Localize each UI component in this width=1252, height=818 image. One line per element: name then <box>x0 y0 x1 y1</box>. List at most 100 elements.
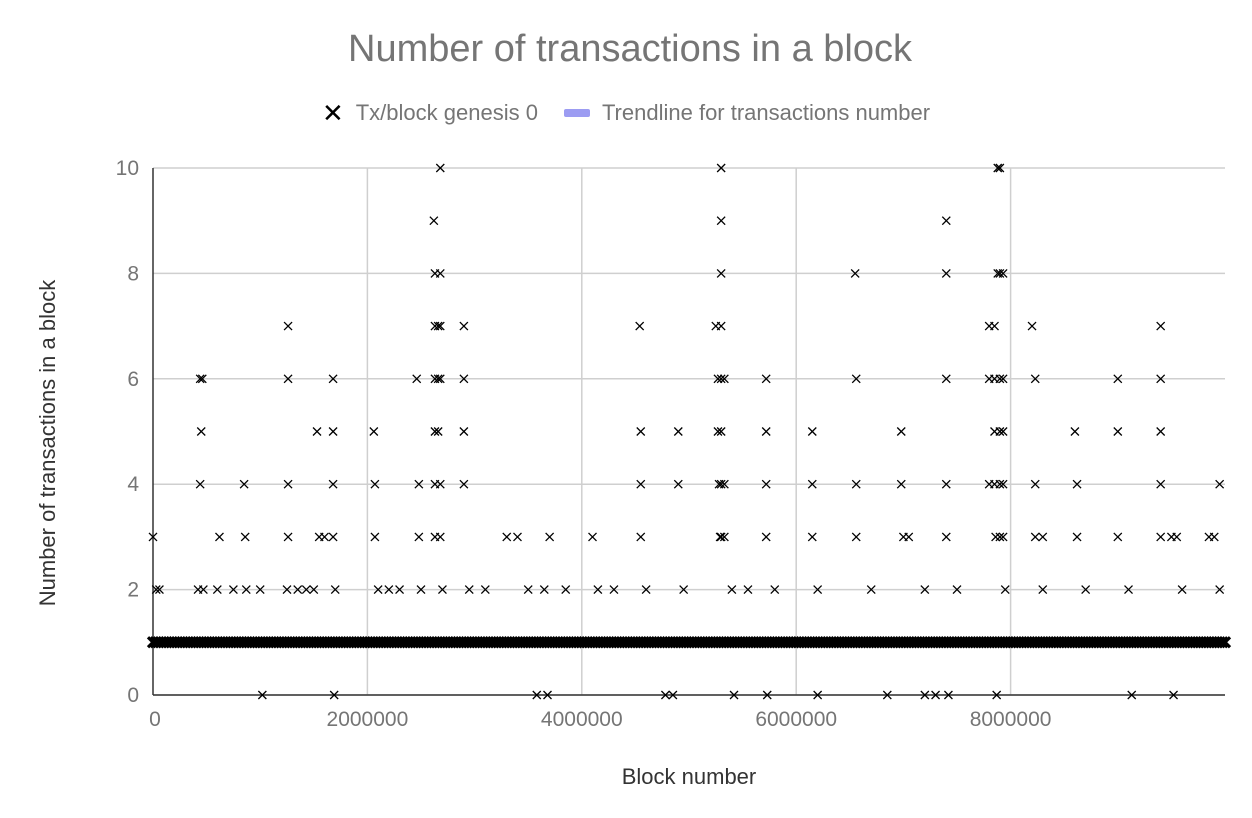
data-point <box>660 690 670 700</box>
data-point <box>228 585 238 595</box>
data-point <box>719 532 729 542</box>
data-point <box>761 479 771 489</box>
data-point <box>668 690 678 700</box>
data-point <box>807 479 817 489</box>
data-point <box>539 585 549 595</box>
data-point <box>992 690 1002 700</box>
data-point <box>195 479 205 489</box>
legend-label-trendline: Trendline for transactions number <box>601 100 931 125</box>
data-point <box>197 374 207 384</box>
data-point <box>679 585 689 595</box>
data-point <box>283 479 293 489</box>
data-point <box>716 163 726 173</box>
data-point <box>328 532 338 542</box>
x-tick-label: 6000000 <box>755 708 837 731</box>
data-point <box>309 585 319 595</box>
data-point <box>991 532 1001 542</box>
data-point <box>414 479 424 489</box>
data-point <box>283 321 293 331</box>
x-tick-label: 0 <box>149 708 161 731</box>
data-point <box>429 216 439 226</box>
data-point <box>995 374 1005 384</box>
data-point <box>1177 585 1187 595</box>
data-point <box>215 532 224 542</box>
y-tick-label: 8 <box>127 262 139 285</box>
legend-line-marker-icon <box>563 109 590 117</box>
legend-item-trendline: Trendline for transactions number <box>563 100 931 126</box>
data-point <box>716 532 726 542</box>
data-point <box>920 585 930 595</box>
data-point <box>320 532 329 542</box>
data-point <box>941 216 951 226</box>
data-point <box>952 585 962 595</box>
data-point <box>282 585 292 595</box>
data-point <box>312 427 322 436</box>
data-point <box>1030 532 1040 542</box>
data-point <box>807 427 817 436</box>
legend-item-series: ✕ Tx/block genesis 0 <box>322 100 538 126</box>
data-point <box>896 479 906 489</box>
data-point <box>896 427 906 436</box>
data-point <box>437 585 447 595</box>
data-point <box>990 321 999 331</box>
data-point <box>257 690 267 700</box>
data-point <box>851 374 861 384</box>
data-point <box>459 374 469 384</box>
data-point <box>433 321 443 331</box>
data-point <box>1218 636 1232 649</box>
legend-x-marker-icon: ✕ <box>321 98 344 128</box>
data-point <box>1081 585 1091 595</box>
data-point <box>435 374 445 384</box>
data-point <box>943 690 953 700</box>
data-point <box>761 374 771 384</box>
data-point <box>395 585 405 595</box>
data-point <box>920 690 930 700</box>
data-point <box>435 532 445 542</box>
data-point <box>1156 427 1166 436</box>
data-point <box>851 532 861 542</box>
data-point <box>433 427 443 436</box>
data-point <box>993 163 1003 173</box>
data-point <box>433 374 443 384</box>
data-point <box>635 321 645 331</box>
data-point <box>373 585 383 595</box>
data-point <box>1124 585 1133 595</box>
data-point <box>151 585 161 595</box>
data-point <box>995 427 1005 436</box>
data-point <box>941 479 951 489</box>
data-point <box>435 479 445 489</box>
data-point <box>904 532 914 542</box>
data-point <box>283 532 293 542</box>
data-point <box>1156 374 1166 384</box>
chart-legend: ✕ Tx/block genesis 0 Trendline for trans… <box>0 100 1252 126</box>
data-point <box>370 479 380 489</box>
data-point <box>882 690 892 700</box>
data-point <box>435 321 445 331</box>
data-point <box>293 585 303 595</box>
data-point <box>761 532 771 542</box>
data-point <box>716 479 726 489</box>
data-point <box>1000 585 1010 595</box>
data-point <box>1172 532 1182 542</box>
data-point <box>636 479 646 489</box>
data-point <box>807 532 817 542</box>
data-point <box>743 585 753 595</box>
data-point <box>641 585 651 595</box>
data-point <box>328 479 338 489</box>
data-point <box>998 374 1008 384</box>
data-point <box>941 374 951 384</box>
data-point <box>1038 585 1048 595</box>
data-point <box>1072 479 1082 489</box>
data-point <box>532 690 542 700</box>
data-point <box>1113 374 1123 384</box>
data-point <box>1070 427 1080 436</box>
data-point <box>995 532 1005 542</box>
data-point <box>459 427 469 436</box>
data-point <box>1215 585 1225 595</box>
data-point <box>1113 532 1123 542</box>
data-point <box>330 585 340 595</box>
data-point <box>1030 374 1040 384</box>
data-point <box>762 690 772 700</box>
data-point <box>239 479 249 489</box>
